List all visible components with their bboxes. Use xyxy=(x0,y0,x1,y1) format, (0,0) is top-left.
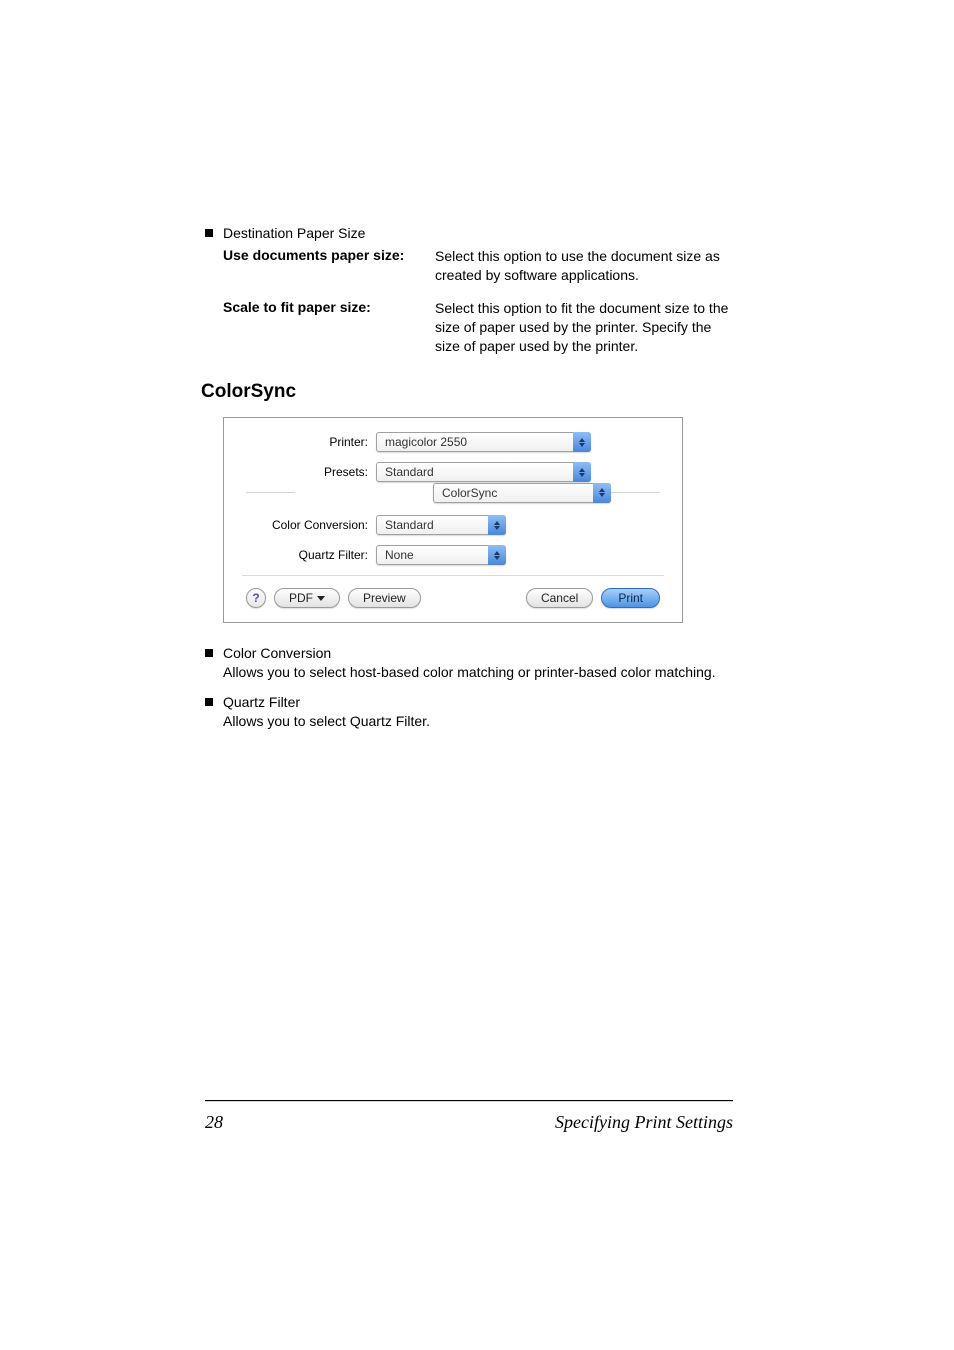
printer-value: magicolor 2550 xyxy=(385,435,467,449)
colorsync-heading: ColorSync xyxy=(201,381,735,403)
color-conversion-row: Color Conversion: Standard xyxy=(246,515,660,535)
use-doc-paper-size-row: Use documents paper size: Select this op… xyxy=(223,247,735,285)
pdf-label: PDF xyxy=(289,591,313,605)
quartz-filter-label: Quartz Filter: xyxy=(246,548,376,562)
printer-label: Printer: xyxy=(246,435,376,449)
chevron-down-icon xyxy=(317,596,325,601)
printer-row: Printer: magicolor 2550 xyxy=(246,432,660,452)
quartz-filter-title: Quartz Filter xyxy=(223,694,300,710)
page-footer: 28 Specifying Print Settings xyxy=(205,1112,733,1133)
cancel-button[interactable]: Cancel xyxy=(526,588,593,608)
print-label: Print xyxy=(618,591,643,605)
quartz-filter-body: Allows you to select Quartz Filter. xyxy=(223,712,735,731)
presets-popup[interactable]: Standard xyxy=(376,462,591,482)
quartz-filter-item: Quartz Filter Allows you to select Quart… xyxy=(205,694,735,731)
presets-label: Presets: xyxy=(246,465,376,479)
chevron-updown-icon xyxy=(488,545,506,565)
chevron-updown-icon xyxy=(573,432,591,452)
color-conversion-popup[interactable]: Standard xyxy=(376,515,506,535)
cancel-label: Cancel xyxy=(541,591,578,605)
square-bullet-icon xyxy=(205,649,213,657)
use-doc-paper-size-term: Use documents paper size: xyxy=(223,247,435,285)
scale-to-fit-term: Scale to fit paper size: xyxy=(223,299,435,356)
dest-paper-size-row: Destination Paper Size xyxy=(205,225,735,241)
panel-divider: ColorSync xyxy=(246,492,660,493)
chevron-updown-icon xyxy=(573,462,591,482)
color-conversion-item: Color Conversion Allows you to select ho… xyxy=(205,645,735,682)
use-doc-paper-size-desc: Select this option to use the document s… xyxy=(435,247,735,285)
preview-button[interactable]: Preview xyxy=(348,588,421,608)
print-dialog: Printer: magicolor 2550 Presets: Standar… xyxy=(223,417,683,623)
scale-to-fit-desc: Select this option to fit the document s… xyxy=(435,299,735,356)
quartz-filter-value: None xyxy=(385,548,414,562)
help-button[interactable]: ? xyxy=(246,588,266,608)
color-conversion-label: Color Conversion: xyxy=(246,518,376,532)
dest-paper-size-heading: Destination Paper Size xyxy=(223,225,365,241)
color-conversion-title: Color Conversion xyxy=(223,645,331,661)
dialog-divider xyxy=(242,575,664,576)
print-button[interactable]: Print xyxy=(601,588,660,608)
panel-popup[interactable]: ColorSync xyxy=(433,483,611,503)
chevron-updown-icon xyxy=(488,515,506,535)
panel-value: ColorSync xyxy=(442,486,497,500)
dialog-button-row: ? PDF Preview Cancel Print xyxy=(246,588,660,608)
presets-row: Presets: Standard xyxy=(246,462,660,482)
color-conversion-body: Allows you to select host-based color ma… xyxy=(223,663,735,682)
color-conversion-value: Standard xyxy=(385,518,434,532)
pdf-menu-button[interactable]: PDF xyxy=(274,588,340,608)
page-number: 28 xyxy=(205,1112,223,1133)
presets-value: Standard xyxy=(385,465,434,479)
help-icon: ? xyxy=(252,591,259,605)
printer-popup[interactable]: magicolor 2550 xyxy=(376,432,591,452)
page-content: Destination Paper Size Use documents pap… xyxy=(205,225,735,743)
footer-rule xyxy=(205,1100,733,1101)
chevron-updown-icon xyxy=(593,483,611,503)
square-bullet-icon xyxy=(205,229,213,237)
preview-label: Preview xyxy=(363,591,406,605)
feature-list: Color Conversion Allows you to select ho… xyxy=(205,645,735,731)
quartz-filter-popup[interactable]: None xyxy=(376,545,506,565)
quartz-filter-row: Quartz Filter: None xyxy=(246,545,660,565)
footer-title: Specifying Print Settings xyxy=(555,1112,733,1133)
square-bullet-icon xyxy=(205,698,213,706)
scale-to-fit-row: Scale to fit paper size: Select this opt… xyxy=(223,299,735,356)
